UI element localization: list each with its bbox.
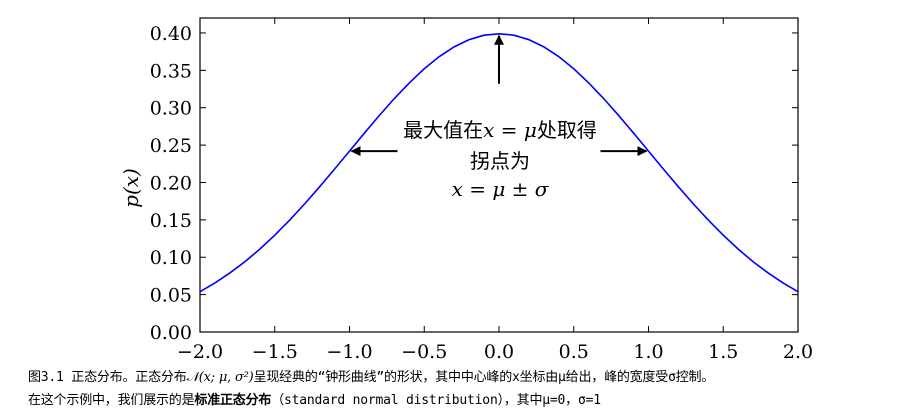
x-tick-label: −1.0 <box>326 341 372 360</box>
pdf-curve-line <box>199 32 799 293</box>
figure-caption-line-1: 图3.1 正态分布。正态分布𝒩(x; μ, σ²)呈现经典的“钟形曲线”的形状，… <box>28 370 715 385</box>
y-tick-label: 0.30 <box>150 98 192 120</box>
x-tick-label: −0.5 <box>401 341 447 360</box>
y-tick-label: 0.40 <box>150 23 192 45</box>
y-tick-label: 0.10 <box>150 247 192 269</box>
inflection-annotation-math: x = μ ± σ <box>452 177 550 201</box>
y-tick-label: 0.25 <box>150 135 192 157</box>
y-tick-label: 0.20 <box>150 172 192 194</box>
y-axis: 0.00 0.05 0.10 0.15 0.20 0.25 0.30 0.35 0.40 <box>150 23 798 344</box>
peak-annotation: 最大值在x = μ处取得 <box>403 118 597 142</box>
y-axis-label: p(x) <box>119 168 143 208</box>
x-tick-label: 0.0 <box>484 341 514 360</box>
y-tick-label: 0.15 <box>150 210 192 232</box>
y-tick-label: 0.05 <box>150 285 192 307</box>
inflection-annotation-label: 拐点为 <box>470 149 530 173</box>
x-tick-label: 1.0 <box>633 341 663 360</box>
y-tick-label: 0.00 <box>150 322 192 344</box>
normal-distribution-chart: 0.00 0.05 0.10 0.15 0.20 0.25 0.30 0.35 0.40 −2.… <box>119 17 813 360</box>
x-tick-label: 1.5 <box>708 341 738 360</box>
x-tick-label: −2.0 <box>177 341 223 360</box>
x-tick-label: 0.5 <box>559 341 589 360</box>
x-tick-label: −1.5 <box>252 341 298 360</box>
figure-caption-line-2: 在这个示例中，我们展示的是标准正态分布（standard normal dist… <box>28 393 601 408</box>
x-tick-label: 2.0 <box>783 341 813 360</box>
x-axis: −2.0 −1.5 −1.0 −0.5 0.0 0.5 1.0 1.5 2.0 <box>177 18 813 360</box>
y-tick-label: 0.35 <box>150 60 192 82</box>
